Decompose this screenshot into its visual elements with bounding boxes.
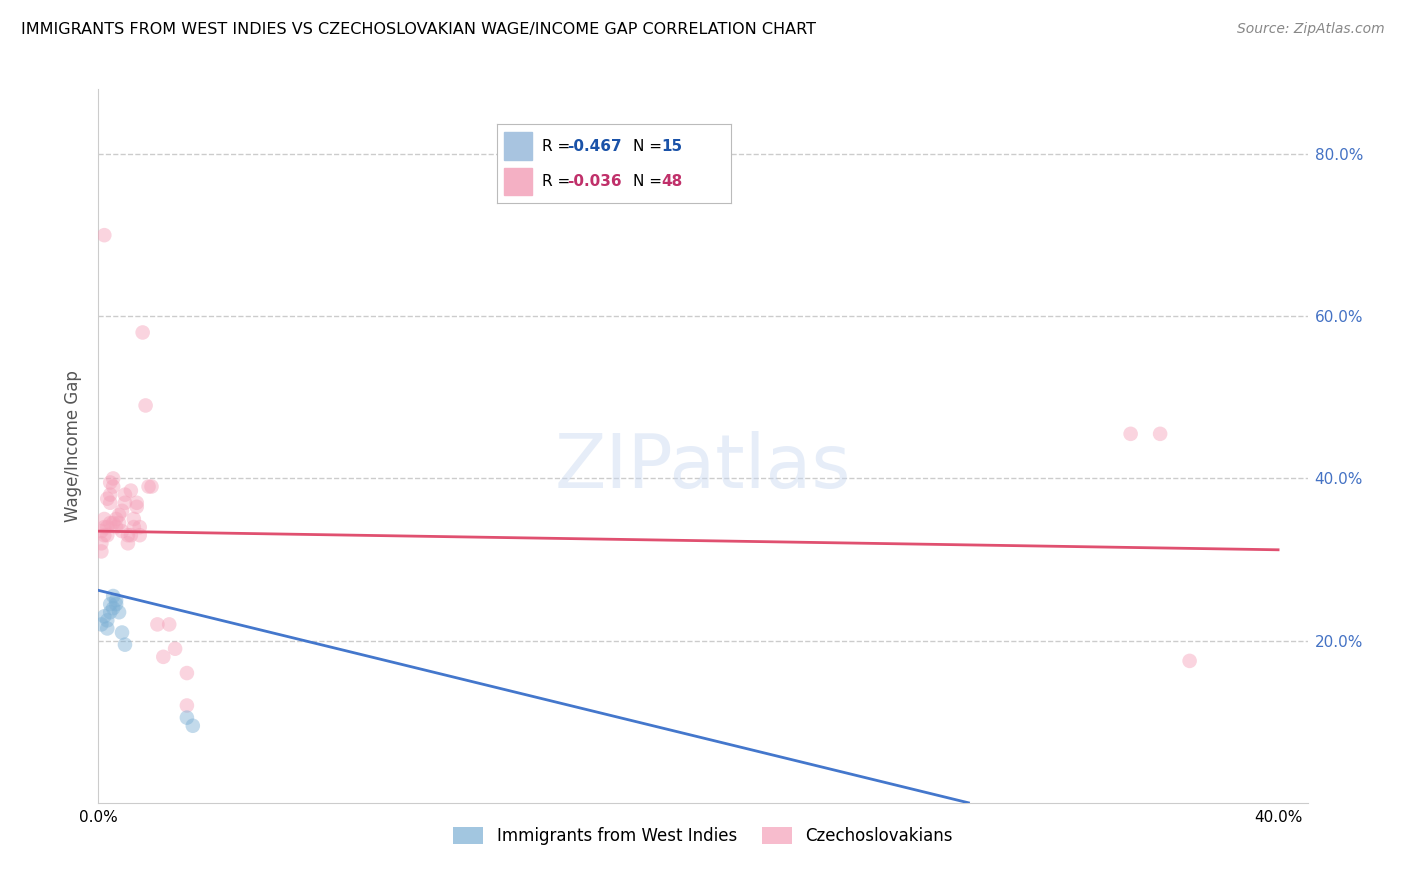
- Point: [98, 475, 121, 490]
- Point: [120, 528, 142, 542]
- Point: [90, 536, 112, 550]
- Point: [117, 528, 139, 542]
- Text: N =: N =: [633, 139, 666, 153]
- Point: [98, 516, 121, 530]
- Point: [93, 228, 115, 243]
- Point: [120, 483, 142, 498]
- Point: [105, 593, 128, 607]
- Point: [90, 617, 112, 632]
- Text: 15: 15: [661, 139, 682, 153]
- Point: [96, 520, 118, 534]
- Point: [93, 512, 115, 526]
- Point: [111, 625, 134, 640]
- Bar: [505, 168, 533, 195]
- Point: [122, 512, 145, 526]
- Point: [101, 516, 124, 530]
- Point: [1149, 426, 1171, 441]
- Text: 48: 48: [661, 174, 682, 189]
- Point: [114, 638, 136, 652]
- Point: [96, 491, 118, 506]
- Point: [125, 496, 148, 510]
- Point: [108, 516, 131, 530]
- Point: [96, 622, 118, 636]
- Point: [101, 479, 124, 493]
- Point: [128, 528, 150, 542]
- Legend: Immigrants from West Indies, Czechoslovakians: Immigrants from West Indies, Czechoslova…: [447, 820, 959, 852]
- Point: [114, 496, 136, 510]
- Text: ZIPatlas: ZIPatlas: [555, 431, 851, 504]
- Point: [96, 613, 118, 627]
- Point: [1119, 426, 1142, 441]
- Point: [138, 479, 160, 493]
- Point: [90, 544, 112, 558]
- Point: [122, 520, 145, 534]
- Point: [108, 508, 131, 522]
- Text: R =: R =: [541, 139, 575, 153]
- Point: [96, 528, 118, 542]
- Point: [152, 649, 174, 664]
- Point: [176, 698, 198, 713]
- Point: [98, 488, 121, 502]
- Text: N =: N =: [633, 174, 666, 189]
- Point: [105, 512, 128, 526]
- Text: -0.036: -0.036: [568, 174, 621, 189]
- Point: [108, 605, 131, 619]
- Point: [93, 528, 115, 542]
- Point: [93, 609, 115, 624]
- Point: [176, 666, 198, 681]
- Point: [101, 471, 124, 485]
- Point: [93, 520, 115, 534]
- Point: [141, 479, 163, 493]
- Text: R =: R =: [541, 174, 575, 189]
- Point: [176, 711, 198, 725]
- Point: [98, 496, 121, 510]
- Point: [98, 597, 121, 611]
- Point: [131, 326, 153, 340]
- Point: [105, 520, 128, 534]
- Text: IMMIGRANTS FROM WEST INDIES VS CZECHOSLOVAKIAN WAGE/INCOME GAP CORRELATION CHART: IMMIGRANTS FROM WEST INDIES VS CZECHOSLO…: [21, 22, 815, 37]
- Point: [181, 719, 204, 733]
- Y-axis label: Wage/Income Gap: Wage/Income Gap: [65, 370, 83, 522]
- Bar: [505, 132, 533, 160]
- Point: [105, 597, 128, 611]
- Point: [117, 536, 139, 550]
- Point: [125, 500, 148, 514]
- Point: [101, 601, 124, 615]
- Point: [165, 641, 187, 656]
- Point: [1178, 654, 1201, 668]
- Point: [157, 617, 180, 632]
- Point: [111, 524, 134, 538]
- Point: [128, 520, 150, 534]
- Point: [101, 589, 124, 603]
- Text: Source: ZipAtlas.com: Source: ZipAtlas.com: [1237, 22, 1385, 37]
- Point: [98, 605, 121, 619]
- Point: [135, 399, 157, 413]
- Point: [114, 488, 136, 502]
- Point: [90, 524, 112, 538]
- Text: -0.467: -0.467: [568, 139, 621, 153]
- Point: [111, 504, 134, 518]
- Point: [146, 617, 169, 632]
